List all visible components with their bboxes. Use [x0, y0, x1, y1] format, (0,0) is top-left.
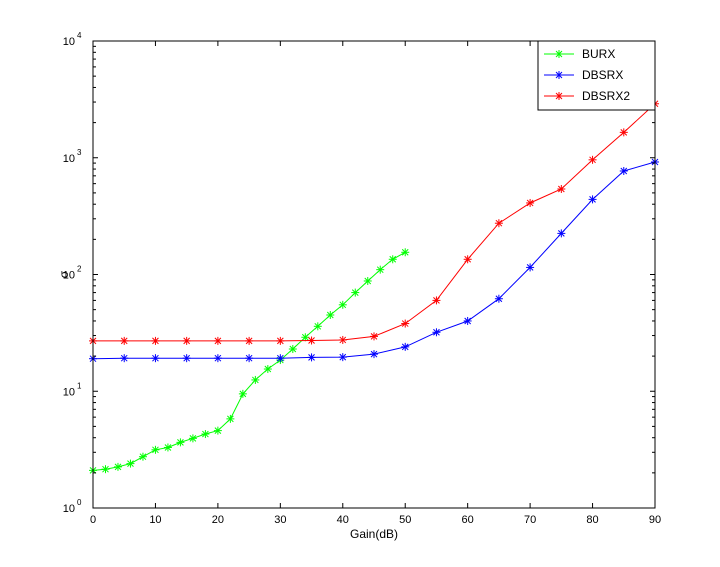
data-point-burx — [113, 462, 122, 471]
data-point-dbsrx2 — [619, 128, 628, 137]
data-point-dbsrx — [182, 354, 191, 363]
data-point-dbsrx — [432, 328, 441, 337]
data-point-dbsrx — [401, 342, 410, 351]
data-point-burx — [138, 452, 147, 461]
data-point-burx — [288, 345, 297, 354]
data-point-burx — [126, 459, 135, 468]
data-point-dbsrx2 — [526, 198, 535, 207]
data-point-dbsrx — [338, 353, 347, 362]
series-dbsrx — [89, 157, 659, 363]
data-point-burx — [326, 310, 335, 319]
data-point-burx — [338, 300, 347, 309]
data-point-dbsrx — [276, 354, 285, 363]
data-point-dbsrx2 — [494, 219, 503, 228]
data-point-dbsrx — [494, 294, 503, 303]
data-point-dbsrx2 — [276, 336, 285, 345]
data-point-dbsrx — [619, 167, 628, 176]
data-point-dbsrx — [120, 354, 129, 363]
y-tick-exponent: 2 — [77, 265, 82, 274]
x-axis-label: Gain(dB) — [350, 527, 398, 541]
series-layer — [89, 99, 659, 475]
y-tick-exponent: 4 — [77, 31, 82, 40]
data-point-burx — [176, 438, 185, 447]
data-point-burx — [351, 288, 360, 297]
data-point-dbsrx — [151, 354, 160, 363]
data-point-burx — [151, 445, 160, 454]
data-point-dbsrx2 — [245, 336, 254, 345]
legend-marker-dbsrx — [555, 71, 563, 79]
legend-label-burx: BURX — [582, 47, 615, 61]
legend-item-burx: BURX — [544, 47, 615, 61]
legend-label-dbsrx2: DBSRX2 — [582, 89, 630, 103]
data-point-dbsrx2 — [557, 184, 566, 193]
y-axis-label: σ — [57, 270, 71, 278]
data-point-burx — [251, 375, 260, 384]
x-tick-label: 80 — [586, 514, 598, 526]
data-point-dbsrx — [588, 195, 597, 204]
data-point-dbsrx2 — [588, 155, 597, 164]
data-point-burx — [363, 276, 372, 285]
y-tick-label: 10 — [63, 153, 75, 165]
data-point-dbsrx — [370, 350, 378, 359]
data-point-dbsrx2 — [307, 336, 316, 345]
data-point-burx — [201, 430, 210, 439]
data-point-dbsrx2 — [120, 336, 129, 345]
x-tick-label: 40 — [337, 514, 349, 526]
y-tick-exponent: 0 — [77, 498, 82, 507]
y-tick-label: 10 — [63, 36, 75, 48]
x-tick-label: 30 — [274, 514, 286, 526]
data-point-dbsrx — [557, 229, 566, 238]
x-tick-label: 60 — [462, 514, 474, 526]
legend: BURX DBSRX DBSRX2 — [537, 40, 656, 111]
legend-marker-burx — [555, 50, 563, 58]
data-point-dbsrx — [526, 263, 535, 272]
x-tick-label: 90 — [649, 514, 661, 526]
data-point-dbsrx — [245, 354, 254, 363]
legend-item-dbsrx2: DBSRX2 — [544, 89, 630, 103]
data-point-burx — [401, 248, 410, 257]
y-tick-exponent: 1 — [77, 381, 82, 390]
data-point-dbsrx2 — [401, 319, 410, 328]
x-tick-label: 10 — [149, 514, 161, 526]
y-tick-label: 10 — [63, 503, 75, 515]
x-tick-label: 0 — [90, 514, 96, 526]
data-point-burx — [101, 465, 110, 474]
data-point-dbsrx2 — [213, 336, 222, 345]
series-burx — [89, 248, 410, 475]
data-point-dbsrx2 — [432, 296, 441, 305]
data-point-dbsrx2 — [151, 336, 160, 345]
data-point-dbsrx — [307, 353, 316, 362]
legend-label-dbsrx: DBSRX — [582, 68, 623, 82]
y-tick-exponent: 3 — [77, 148, 82, 157]
data-point-burx — [188, 434, 197, 443]
data-point-burx — [263, 365, 272, 374]
y-tick-label: 10 — [63, 386, 75, 398]
data-point-dbsrx — [463, 316, 472, 325]
data-point-burx — [388, 255, 397, 264]
x-tick-label: 70 — [524, 514, 536, 526]
data-point-burx — [376, 265, 385, 274]
data-point-burx — [313, 322, 322, 331]
legend-marker-dbsrx2 — [555, 92, 563, 100]
data-point-burx — [238, 389, 247, 398]
data-point-burx — [301, 333, 310, 342]
x-tick-label: 20 — [212, 514, 224, 526]
y-tick-label: 10 — [63, 270, 75, 282]
data-point-dbsrx2 — [338, 335, 347, 344]
legend-item-dbsrx: DBSRX — [544, 68, 623, 82]
series-dbsrx2 — [89, 99, 659, 345]
data-point-burx — [163, 443, 172, 452]
x-tick-label: 50 — [399, 514, 411, 526]
data-point-dbsrx2 — [463, 255, 472, 264]
data-point-dbsrx2 — [370, 332, 378, 341]
data-point-burx — [213, 426, 222, 435]
data-point-dbsrx — [213, 354, 222, 363]
data-point-burx — [226, 414, 235, 423]
data-point-dbsrx2 — [182, 336, 191, 345]
